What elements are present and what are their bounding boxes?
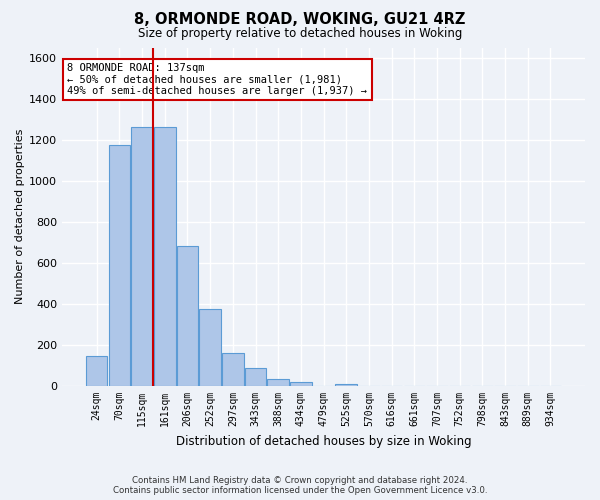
Text: 8 ORMONDE ROAD: 137sqm
← 50% of detached houses are smaller (1,981)
49% of semi-: 8 ORMONDE ROAD: 137sqm ← 50% of detached… bbox=[67, 62, 367, 96]
Text: Contains HM Land Registry data © Crown copyright and database right 2024.
Contai: Contains HM Land Registry data © Crown c… bbox=[113, 476, 487, 495]
X-axis label: Distribution of detached houses by size in Woking: Distribution of detached houses by size … bbox=[176, 434, 472, 448]
Bar bbox=[268, 379, 289, 386]
Bar bbox=[290, 382, 311, 386]
Text: 8, ORMONDE ROAD, WOKING, GU21 4RZ: 8, ORMONDE ROAD, WOKING, GU21 4RZ bbox=[134, 12, 466, 28]
Text: Size of property relative to detached houses in Woking: Size of property relative to detached ho… bbox=[138, 28, 462, 40]
Bar bbox=[222, 352, 244, 386]
Bar bbox=[335, 384, 357, 386]
Bar bbox=[245, 368, 266, 386]
Bar bbox=[131, 127, 153, 386]
Bar bbox=[109, 145, 130, 386]
Bar bbox=[176, 246, 198, 386]
Y-axis label: Number of detached properties: Number of detached properties bbox=[15, 129, 25, 304]
Bar bbox=[154, 127, 176, 386]
Bar bbox=[86, 356, 107, 386]
Bar bbox=[199, 309, 221, 386]
